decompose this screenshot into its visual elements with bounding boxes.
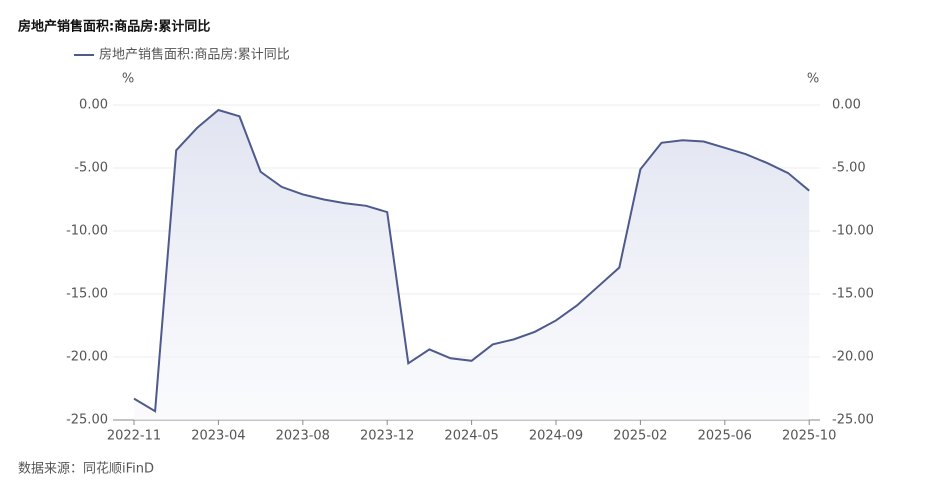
x-tick-label: 2024-05 xyxy=(444,429,498,444)
y-tick-label: -20.00 xyxy=(66,350,108,365)
x-tick-label: 2024-09 xyxy=(529,429,583,444)
y2-tick-label: -10.00 xyxy=(832,224,874,239)
y2-unit: % xyxy=(807,72,819,87)
x-tick-label: 2023-12 xyxy=(360,429,414,444)
y-tick-label: -25.00 xyxy=(66,413,108,428)
y2-tick-label: -25.00 xyxy=(832,413,874,428)
x-tick-label: 2023-08 xyxy=(276,429,330,444)
x-tick-label: 2022-11 xyxy=(107,429,161,444)
chart-title: 房地产销售面积:商品房:累计同比 xyxy=(18,19,210,35)
x-tick-label: 2025-06 xyxy=(698,429,752,444)
y2-tick-label: -15.00 xyxy=(832,287,874,302)
x-tick-label: 2023-04 xyxy=(191,429,245,444)
source-note: 数据来源：同花顺iFinD xyxy=(18,461,154,477)
area-fill xyxy=(134,110,810,420)
legend-label: 房地产销售面积:商品房:累计同比 xyxy=(99,47,290,63)
y-unit: % xyxy=(122,72,134,87)
y-tick-label: -15.00 xyxy=(66,287,108,302)
y2-tick-label: -20.00 xyxy=(832,350,874,365)
x-tick-label: 2025-10 xyxy=(782,429,836,444)
x-tick-label: 2025-02 xyxy=(613,429,667,444)
y-tick-label: -5.00 xyxy=(74,161,108,176)
y2-tick-label: 0.00 xyxy=(832,98,861,113)
y2-tick-label: -5.00 xyxy=(832,161,866,176)
line xyxy=(133,108,810,413)
y-tick-label: 0.00 xyxy=(79,98,108,113)
y-tick-label: -10.00 xyxy=(66,224,108,239)
